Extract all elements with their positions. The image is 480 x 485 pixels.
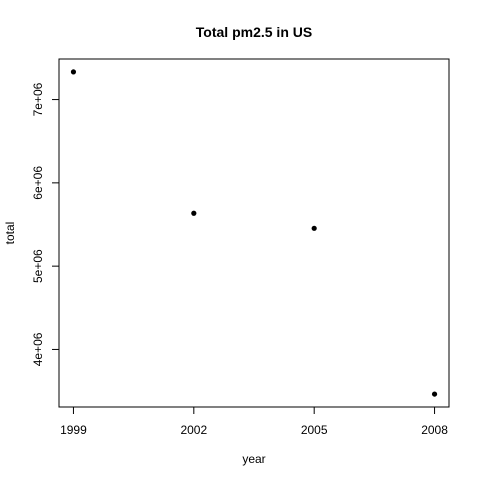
- data-points: [70, 69, 438, 397]
- y-tick-label: 4e+06: [31, 332, 45, 366]
- y-tick-label: 6e+06: [31, 166, 45, 200]
- x-axis: 1999 2002 2005 2008: [60, 406, 448, 437]
- y-tick-label: 5e+06: [31, 249, 45, 283]
- data-point: [70, 69, 77, 75]
- y-axis-label: total: [3, 222, 17, 245]
- data-point: [431, 391, 438, 397]
- x-tick-label: 2005: [301, 423, 328, 437]
- y-axis: 4e+06 5e+06 6e+06 7e+06: [31, 82, 60, 366]
- x-tick-label: 2002: [180, 423, 207, 437]
- plot-frame: [58, 58, 450, 408]
- y-tick-label: 7e+06: [31, 82, 45, 116]
- x-tick-label: 2008: [421, 423, 448, 437]
- x-tick-label: 1999: [60, 423, 87, 437]
- x-axis-label: year: [242, 452, 265, 466]
- chart-title: Total pm2.5 in US: [196, 24, 312, 40]
- data-point: [191, 210, 197, 216]
- data-point: [311, 225, 317, 231]
